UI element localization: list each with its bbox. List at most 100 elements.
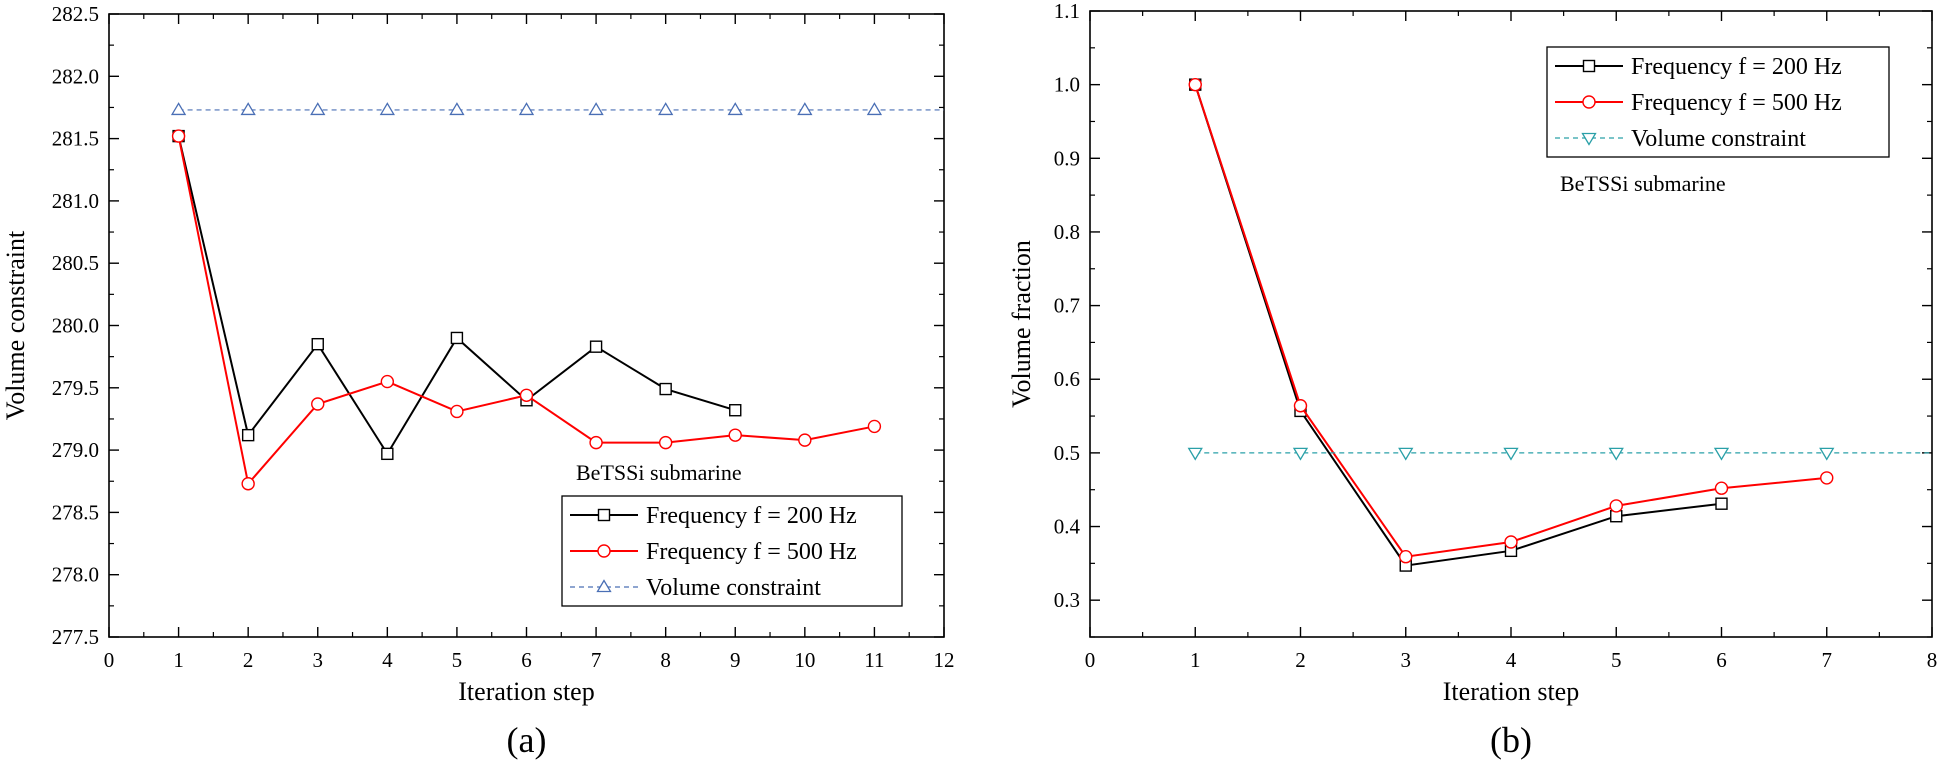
data-point xyxy=(729,404,742,417)
legend-label: Frequency f = 200 Hz xyxy=(646,503,857,529)
data-point xyxy=(449,102,465,116)
x-tick-label: 12 xyxy=(934,648,955,672)
legend-marker xyxy=(597,508,611,522)
data-point xyxy=(519,388,534,402)
x-tick-label: 4 xyxy=(382,648,393,672)
y-tick-label: 280.5 xyxy=(52,251,99,275)
annotation-text: BeTSSi submarine xyxy=(1560,171,1726,196)
x-tick-label: 0 xyxy=(1085,648,1096,672)
panel-label: (a) xyxy=(507,720,547,760)
y-tick-label: 279.0 xyxy=(52,438,99,462)
data-point xyxy=(589,435,603,450)
x-tick-label: 6 xyxy=(521,648,532,672)
y-tick-label: 0.9 xyxy=(1054,146,1080,170)
x-tick-label: 8 xyxy=(660,648,671,672)
data-point xyxy=(658,435,673,450)
legend-marker xyxy=(1582,95,1596,109)
y-tick-label: 0.8 xyxy=(1054,220,1080,244)
legend: Frequency f = 200 Hz Frequency f = 500 Hz… xyxy=(561,495,903,607)
data-point xyxy=(658,102,674,116)
y-tick-label: 280.0 xyxy=(52,314,99,338)
data-point xyxy=(798,433,812,447)
data-point xyxy=(171,129,186,143)
data-point xyxy=(1713,447,1730,461)
data-point xyxy=(1399,550,1413,564)
y-tick-label: 281.0 xyxy=(52,189,99,213)
y-tick-label: 0.4 xyxy=(1054,515,1081,539)
series-2 xyxy=(1187,447,1932,461)
data-point xyxy=(310,102,326,116)
data-point xyxy=(241,428,255,442)
data-point xyxy=(1820,471,1834,485)
panel-label: (b) xyxy=(1490,720,1532,760)
data-point xyxy=(1292,447,1309,461)
data-point xyxy=(1504,535,1518,549)
data-point xyxy=(866,102,883,116)
legend-label: Volume constraint xyxy=(646,575,821,601)
y-tick-label: 278.5 xyxy=(52,500,99,524)
x-tick-label: 5 xyxy=(452,648,463,672)
annotation-text: BeTSSi submarine xyxy=(576,460,742,485)
data-point xyxy=(518,102,535,116)
x-tick-label: 2 xyxy=(243,648,254,672)
data-point xyxy=(380,374,395,389)
x-tick-label: 7 xyxy=(591,648,602,672)
series-1 xyxy=(1188,77,1834,564)
series-1 xyxy=(171,129,882,491)
series-2 xyxy=(170,102,944,116)
y-tick-label: 277.5 xyxy=(52,625,99,649)
y-tick-label: 1.0 xyxy=(1054,73,1080,97)
legend-label: Volume constraint xyxy=(1631,126,1806,152)
x-tick-label: 8 xyxy=(1927,648,1938,672)
y-tick-label: 282.0 xyxy=(52,64,99,88)
x-tick-label: 10 xyxy=(794,648,815,672)
x-tick-label: 1 xyxy=(173,648,184,672)
y-tick-label: 0.6 xyxy=(1054,367,1080,391)
data-point xyxy=(1715,497,1728,510)
data-point xyxy=(241,477,255,491)
legend-marker xyxy=(1581,132,1597,146)
y-tick-label: 279.5 xyxy=(52,376,99,400)
data-point xyxy=(1714,481,1729,495)
legend-marker xyxy=(596,579,612,593)
data-point xyxy=(379,102,395,116)
legend-label: Frequency f = 500 Hz xyxy=(646,539,857,565)
data-point xyxy=(1293,399,1308,413)
data-point xyxy=(727,102,743,116)
y-axis-title: Volume constraint xyxy=(1,230,30,420)
legend: Frequency f = 200 Hz Frequency f = 500 Hz… xyxy=(1546,46,1890,158)
x-tick-label: 2 xyxy=(1295,648,1306,672)
data-point xyxy=(1187,447,1203,461)
x-axis-title: Iteration step xyxy=(1443,677,1579,706)
data-point xyxy=(1609,499,1623,513)
y-tick-label: 278.0 xyxy=(52,563,99,587)
y-axis-title: Volume fraction xyxy=(1007,240,1036,408)
legend-marker xyxy=(597,544,611,558)
data-point xyxy=(240,102,256,116)
data-point xyxy=(1608,447,1624,461)
x-tick-label: 6 xyxy=(1716,648,1727,672)
data-point xyxy=(381,447,394,461)
data-point xyxy=(1188,77,1202,92)
data-point xyxy=(450,331,464,345)
data-point xyxy=(867,419,882,434)
data-point xyxy=(1398,447,1414,461)
y-tick-label: 0.5 xyxy=(1054,441,1080,465)
y-tick-label: 0.7 xyxy=(1054,294,1080,318)
chart-panel-a: 0 1 2 3 4 5 6 7 8 9 10 11 12277.5278.0278.5279.0279.… xyxy=(1,2,955,760)
data-point xyxy=(728,428,742,442)
legend-label: Frequency f = 200 Hz xyxy=(1631,54,1842,80)
y-tick-label: 1.1 xyxy=(1054,0,1080,23)
y-tick-label: 281.5 xyxy=(52,127,99,151)
series-line xyxy=(1194,84,1722,567)
x-tick-label: 11 xyxy=(864,648,884,672)
series-line xyxy=(177,135,875,486)
data-point xyxy=(588,102,604,116)
x-axis-title: Iteration step xyxy=(458,677,594,706)
data-point xyxy=(1503,447,1519,461)
x-tick-label: 3 xyxy=(1401,648,1412,672)
x-tick-label: 1 xyxy=(1190,648,1201,672)
data-point xyxy=(659,382,672,396)
x-tick-label: 3 xyxy=(313,648,324,672)
